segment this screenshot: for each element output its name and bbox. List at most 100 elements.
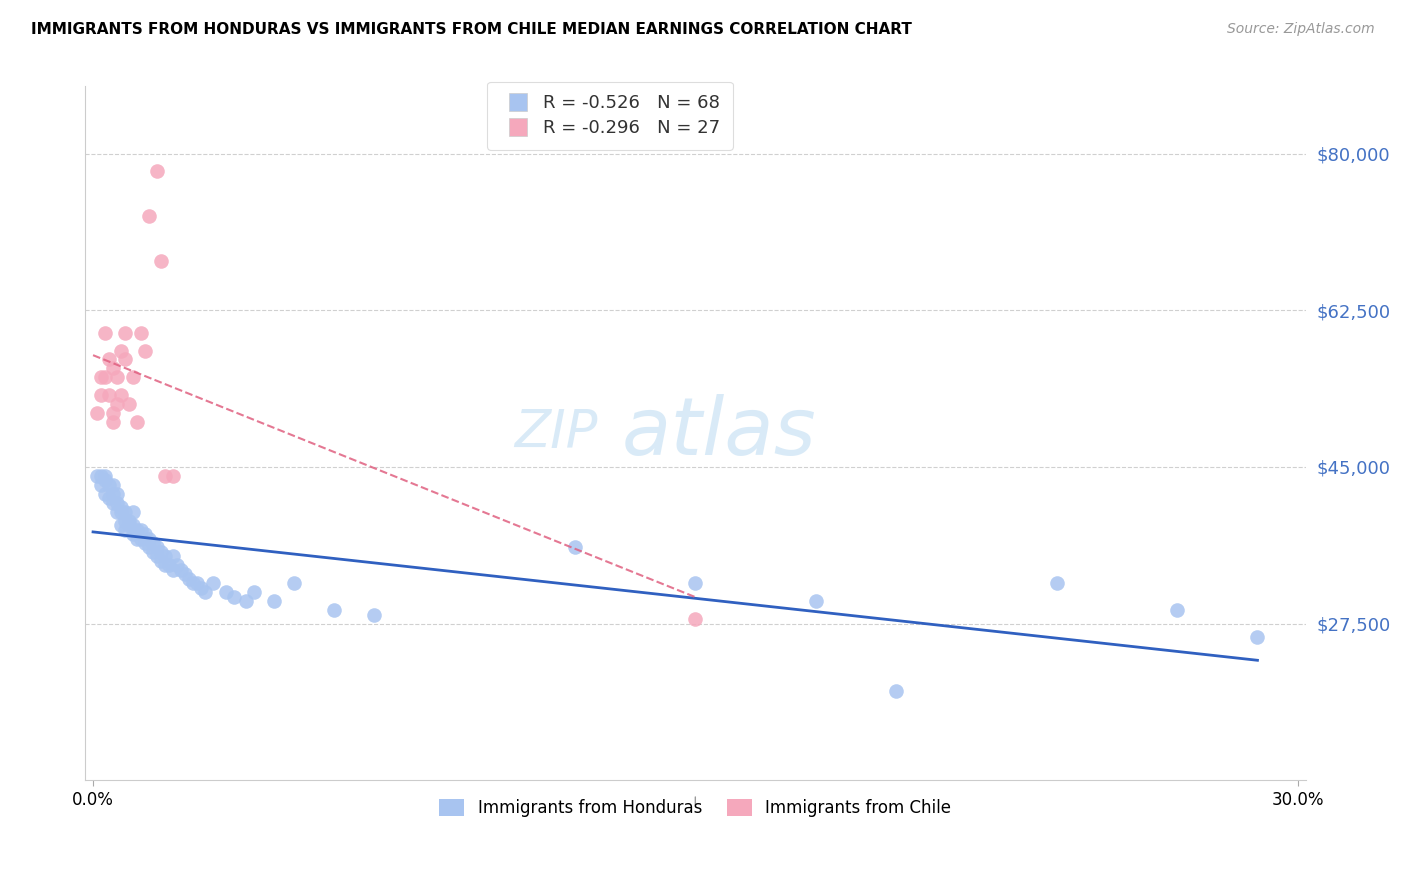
Point — [138, 541, 160, 555]
Point — [134, 527, 156, 541]
Point — [105, 496, 128, 510]
Text: Source: ZipAtlas.com: Source: ZipAtlas.com — [1227, 22, 1375, 37]
Point — [98, 478, 121, 492]
Point — [146, 549, 169, 564]
Point — [101, 496, 124, 510]
Point — [323, 603, 346, 617]
Point — [1246, 630, 1268, 644]
Point — [804, 594, 827, 608]
Point — [127, 415, 149, 429]
Point — [90, 468, 112, 483]
Point — [202, 576, 225, 591]
Point — [114, 523, 136, 537]
Point — [118, 397, 141, 411]
Point — [170, 563, 193, 577]
Point — [138, 532, 160, 546]
Point — [122, 518, 145, 533]
Point — [186, 576, 208, 591]
Point — [162, 549, 184, 564]
Point — [127, 523, 149, 537]
Point — [94, 370, 117, 384]
Point — [129, 532, 152, 546]
Point — [150, 545, 173, 559]
Point — [235, 594, 257, 608]
Point — [685, 612, 707, 626]
Point — [138, 209, 160, 223]
Point — [283, 576, 305, 591]
Point — [134, 536, 156, 550]
Point — [142, 545, 165, 559]
Point — [122, 370, 145, 384]
Point — [110, 518, 132, 533]
Point — [118, 514, 141, 528]
Point — [101, 415, 124, 429]
Point — [1166, 603, 1188, 617]
Point — [129, 326, 152, 340]
Point — [94, 473, 117, 487]
Point — [122, 505, 145, 519]
Point — [242, 585, 264, 599]
Point — [263, 594, 285, 608]
Point — [122, 527, 145, 541]
Point — [110, 505, 132, 519]
Point — [110, 388, 132, 402]
Point — [110, 343, 132, 358]
Point — [98, 388, 121, 402]
Point — [98, 491, 121, 506]
Legend: Immigrants from Honduras, Immigrants from Chile: Immigrants from Honduras, Immigrants fro… — [433, 792, 957, 824]
Point — [114, 514, 136, 528]
Point — [150, 554, 173, 568]
Point — [90, 370, 112, 384]
Point — [94, 468, 117, 483]
Point — [150, 254, 173, 268]
Point — [166, 558, 188, 573]
Point — [86, 406, 108, 420]
Point — [142, 536, 165, 550]
Text: ZIP: ZIP — [515, 408, 598, 459]
Point — [155, 468, 177, 483]
Point — [174, 567, 197, 582]
Text: atlas: atlas — [621, 394, 817, 473]
Point — [98, 352, 121, 367]
Point — [101, 478, 124, 492]
Point — [101, 487, 124, 501]
Point — [101, 406, 124, 420]
Point — [90, 478, 112, 492]
Point — [110, 500, 132, 515]
Point — [162, 468, 184, 483]
Point — [564, 541, 586, 555]
Point — [155, 549, 177, 564]
Point — [179, 572, 201, 586]
Point — [114, 505, 136, 519]
Point — [183, 576, 205, 591]
Point — [105, 370, 128, 384]
Point — [118, 518, 141, 533]
Text: IMMIGRANTS FROM HONDURAS VS IMMIGRANTS FROM CHILE MEDIAN EARNINGS CORRELATION CH: IMMIGRANTS FROM HONDURAS VS IMMIGRANTS F… — [31, 22, 912, 37]
Point — [94, 326, 117, 340]
Point — [90, 388, 112, 402]
Point — [1046, 576, 1069, 591]
Point — [363, 607, 385, 622]
Point — [101, 361, 124, 376]
Point — [162, 563, 184, 577]
Point — [129, 523, 152, 537]
Point — [155, 558, 177, 573]
Point — [127, 532, 149, 546]
Point — [194, 585, 217, 599]
Point — [105, 397, 128, 411]
Point — [214, 585, 236, 599]
Point — [685, 576, 707, 591]
Point — [146, 541, 169, 555]
Point — [114, 326, 136, 340]
Point — [884, 683, 907, 698]
Point — [146, 164, 169, 178]
Point — [94, 487, 117, 501]
Point — [105, 487, 128, 501]
Point — [222, 590, 245, 604]
Point — [86, 468, 108, 483]
Point — [157, 558, 180, 573]
Point — [114, 352, 136, 367]
Point — [105, 505, 128, 519]
Point — [134, 343, 156, 358]
Point — [190, 581, 212, 595]
